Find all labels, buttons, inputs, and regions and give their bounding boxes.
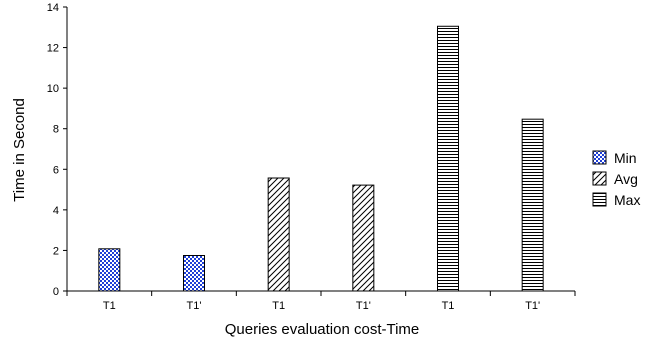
y-tick-label: 10 bbox=[47, 83, 59, 95]
x-tick-label: T1' bbox=[187, 300, 202, 312]
legend-label-min: Min bbox=[614, 150, 637, 166]
x-axis-title: Queries evaluation cost-Time bbox=[225, 321, 420, 338]
bar-avg bbox=[352, 184, 375, 292]
x-tick-label: T1' bbox=[356, 300, 371, 312]
legend-swatch-min bbox=[592, 150, 607, 165]
x-tick-label: T1' bbox=[525, 300, 540, 312]
bar-min bbox=[183, 255, 205, 292]
bars bbox=[98, 25, 544, 292]
y-axis-ticks: 0 2 4 6 8 10 12 14 bbox=[47, 2, 67, 298]
legend: Min Avg Max bbox=[592, 150, 640, 208]
legend-swatch-avg bbox=[592, 171, 607, 186]
x-tick-label: T1 bbox=[272, 300, 285, 312]
y-tick-label: 2 bbox=[53, 245, 59, 257]
bar-max bbox=[521, 118, 544, 292]
x-tick-label: T1 bbox=[442, 300, 455, 312]
legend-swatch-max bbox=[592, 192, 607, 207]
y-tick-label: 12 bbox=[47, 43, 59, 55]
bar-avg bbox=[267, 177, 290, 292]
y-axis-title: Time in Second bbox=[11, 98, 28, 202]
legend-label-max: Max bbox=[614, 192, 640, 208]
y-tick-label: 14 bbox=[47, 2, 59, 14]
y-tick-label: 0 bbox=[53, 286, 59, 298]
x-tick-label: T1 bbox=[103, 300, 116, 312]
legend-label-avg: Avg bbox=[614, 171, 638, 187]
bar-max bbox=[437, 25, 459, 292]
y-tick-label: 6 bbox=[53, 164, 59, 176]
x-axis-ticks: T1 T1' T1 T1' T1 T1' bbox=[66, 291, 576, 312]
bar-min bbox=[98, 248, 121, 292]
y-tick-label: 8 bbox=[53, 124, 59, 136]
y-tick-label: 4 bbox=[53, 205, 59, 217]
